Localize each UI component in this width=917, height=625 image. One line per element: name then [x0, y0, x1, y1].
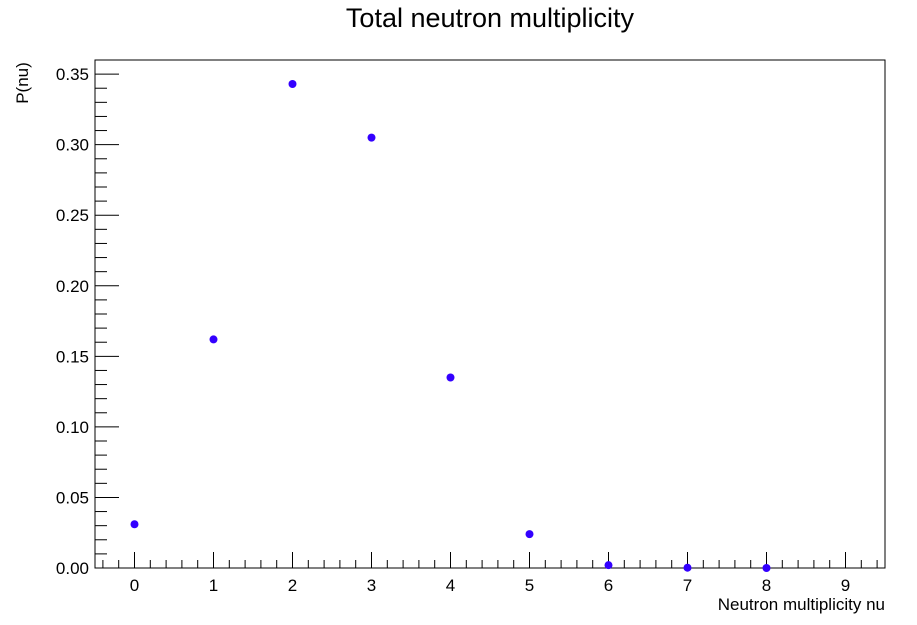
data-point	[288, 79, 297, 88]
x-tick-label: 8	[762, 576, 771, 595]
x-tick-label: 1	[209, 576, 218, 595]
data-point	[683, 563, 692, 572]
y-tick-label: 0.30	[56, 136, 89, 155]
y-tick-label: 0.05	[56, 488, 89, 507]
y-axis-label: P(nu)	[13, 62, 32, 104]
data-point	[367, 133, 376, 142]
x-tick-label: 5	[525, 576, 534, 595]
axes: 0.00 0.05 0.10 0.15 0.20 0.25 0.30 0.35 0 1 2 3 4 5 6 7…	[56, 59, 878, 595]
y-tick-label: 0.35	[56, 65, 89, 84]
data-point	[209, 335, 218, 344]
x-tick-label: 3	[367, 576, 376, 595]
data-point	[525, 530, 534, 539]
data-point	[130, 520, 139, 529]
x-tick-label: 4	[446, 576, 455, 595]
data-point	[762, 564, 771, 572]
x-tick-label: 6	[604, 576, 613, 595]
y-tick-label: 0.25	[56, 206, 89, 225]
data-point	[604, 561, 613, 570]
plot-frame	[94, 59, 886, 569]
chart-title: Total neutron multiplicity	[346, 3, 635, 33]
x-tick-label: 0	[130, 576, 139, 595]
x-tick-label: 2	[288, 576, 297, 595]
x-tick-label: 7	[683, 576, 692, 595]
y-tick-label: 0.20	[56, 277, 89, 296]
y-tick-label: 0.10	[56, 418, 89, 437]
data-points	[130, 79, 771, 572]
y-tick-label: 0.00	[56, 559, 89, 578]
y-tick-label: 0.15	[56, 347, 89, 366]
x-axis-label: Neutron multiplicity nu	[718, 595, 885, 614]
x-tick-label: 9	[841, 576, 850, 595]
data-point	[446, 373, 455, 382]
